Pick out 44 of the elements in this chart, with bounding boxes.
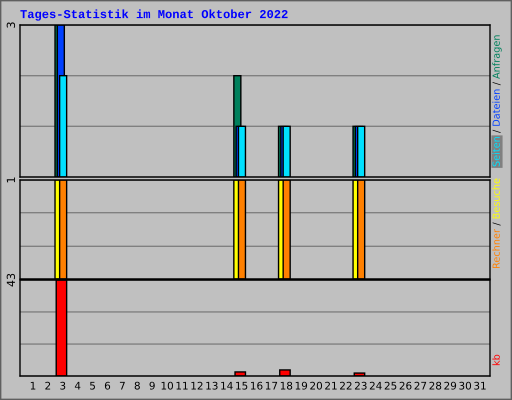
x-tick-label: 6 [104,382,110,390]
x-tick-label: 28 [429,382,442,390]
text: / [492,82,501,86]
x-tick-label: 8 [134,382,140,390]
x-tick-label: 21 [325,382,337,390]
x-tick-label: 1 [30,382,36,390]
x-tick-label: 26 [400,382,412,390]
x-tick-label: 30 [459,382,472,390]
text: / [492,222,501,226]
x-tick-label: 23 [354,382,367,390]
x-tick-label: 11 [176,382,188,390]
y-tick-label: 43 [6,274,16,287]
text: Seiten [492,137,500,166]
x-tick-label: 15 [236,382,248,390]
x-tick-label: 17 [266,382,278,390]
x-tick-label: 12 [191,382,202,390]
text: kb [492,354,500,366]
x-tick-label: 4 [74,382,80,390]
x-tick-label: 29 [444,382,456,390]
x-tick-label: 7 [120,382,125,390]
x-tick-label: 19 [296,382,308,390]
y-tick-label: 3 [6,22,16,28]
x-tick-label: 5 [90,382,95,390]
x-tick-label: 10 [162,382,174,390]
x-tick-label: 2 [45,382,50,390]
x-tick-label: 24 [370,382,382,390]
x-tick-label: 18 [280,382,292,390]
x-tick-label: 20 [310,382,322,390]
text: Besuche [492,178,500,218]
x-tick-label: 13 [206,382,218,390]
x-tick-label: 14 [221,382,233,390]
x-tick-label: 27 [414,382,426,390]
x-tick-label: 9 [150,382,155,390]
y-tick-label: 1 [6,177,15,182]
x-tick-label: 31 [474,382,486,390]
x-tick-label: 22 [340,382,352,390]
text: Anfragen [492,35,502,79]
x-tick-label: 3 [60,382,66,390]
x-tick-label: 16 [251,382,262,390]
text: / [492,130,501,133]
x-tick-label: 25 [384,382,396,390]
text: Dateien [492,89,500,126]
text: Rechner [492,229,500,268]
chart-title: Tages-Statistik im Monat Oktober 2022 [20,9,288,21]
